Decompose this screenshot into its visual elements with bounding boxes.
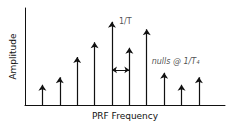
svg-text:1/T: 1/T xyxy=(119,17,132,26)
svg-text:PRF Frequency: PRF Frequency xyxy=(92,111,159,121)
svg-text:nulls @ 1/T₄: nulls @ 1/T₄ xyxy=(152,57,201,66)
svg-text:Amplitude: Amplitude xyxy=(8,33,18,80)
